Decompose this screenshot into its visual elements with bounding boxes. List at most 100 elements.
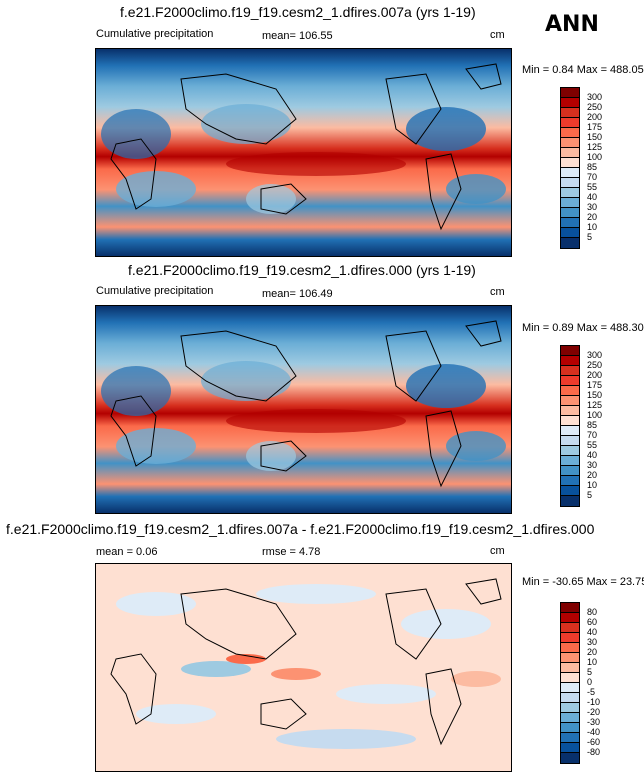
panel3-colorbar-swatch bbox=[561, 743, 579, 753]
panel1-colorbar-tick-label: 30 bbox=[587, 201, 598, 212]
panel2-variable-label: Cumulative precipitation bbox=[96, 285, 214, 297]
panel3-colorbar-swatch bbox=[561, 643, 579, 653]
panel3-colorbar-swatch bbox=[561, 603, 579, 613]
panel3-colorbar-swatch bbox=[561, 723, 579, 733]
panel1-colorbar-tick-label: 125 bbox=[587, 141, 603, 152]
panel1-colorbar-swatch bbox=[561, 188, 579, 198]
panel1-colorbar-swatch bbox=[561, 138, 579, 148]
panel2-colorbar-swatch bbox=[561, 386, 579, 396]
panel1-variable-label: Cumulative precipitation bbox=[96, 28, 214, 40]
panel2-colorbar-tick-label: 55 bbox=[587, 439, 598, 450]
panel3-colorbar-tick-label: -10 bbox=[587, 696, 601, 707]
panel1-colorbar-swatch bbox=[561, 208, 579, 218]
panel1-map-field bbox=[96, 49, 511, 256]
panel2-colorbar-swatch bbox=[561, 436, 579, 446]
panel2-colorbar-tick-label: 125 bbox=[587, 399, 603, 410]
panel3-colorbar-labels: 80 60 40 30 20 10 5 0 -5 -10 -20 -30 -40 -60 -80 bbox=[587, 602, 617, 762]
panel3-colorbar-tick-label: 60 bbox=[587, 616, 598, 627]
panel3-colorbar-tick-label: 20 bbox=[587, 646, 598, 657]
panel1-colorbar-tick-label: 150 bbox=[587, 131, 603, 142]
panel2-colorbar-swatch bbox=[561, 456, 579, 466]
panel2-colorbar-swatch bbox=[561, 396, 579, 406]
panel2-colorbar-swatch bbox=[561, 416, 579, 426]
panel2-colorbar-swatch bbox=[561, 486, 579, 496]
panel3-colorbar-tick-label: -60 bbox=[587, 736, 601, 747]
panel3-colorbar-swatch bbox=[561, 663, 579, 673]
panel2-colorbar-swatch bbox=[561, 446, 579, 456]
panel3-colorbar-tick-label: 30 bbox=[587, 636, 598, 647]
panel2-minmax-label: Min = 0.89 Max = 488.30 bbox=[522, 322, 644, 334]
panel2-colorbar-tick-label: 70 bbox=[587, 429, 598, 440]
panel3-colorbar-swatch bbox=[561, 673, 579, 683]
panel1-colorbar-swatch bbox=[561, 168, 579, 178]
panel1-colorbar-tick-label: 300 bbox=[587, 91, 603, 102]
panel3-colorbar-swatch bbox=[561, 683, 579, 693]
panel1-colorbar-swatch bbox=[561, 218, 579, 228]
panel1-colorbar bbox=[560, 87, 580, 249]
panel3-map bbox=[95, 563, 512, 772]
panel2-colorbar-swatch bbox=[561, 496, 579, 506]
panel1-colorbar-tick-label: 250 bbox=[587, 101, 603, 112]
panel2-colorbar-swatch bbox=[561, 356, 579, 366]
panel2-colorbar-tick-label: 250 bbox=[587, 359, 603, 370]
panel3-colorbar bbox=[560, 602, 580, 764]
panel2-map bbox=[95, 305, 512, 514]
panel1-colorbar-tick-label: 200 bbox=[587, 111, 603, 122]
panel2-colorbar-swatch bbox=[561, 346, 579, 356]
panel1-colorbar-swatch bbox=[561, 98, 579, 108]
panel2-colorbar-tick-label: 30 bbox=[587, 459, 598, 470]
panel2-colorbar-tick-label: 10 bbox=[587, 479, 598, 490]
panel1-colorbar-swatch bbox=[561, 118, 579, 128]
panel1-colorbar-swatch bbox=[561, 228, 579, 238]
panel1-colorbar-tick-label: 70 bbox=[587, 171, 598, 182]
panel3-colorbar-swatch bbox=[561, 713, 579, 723]
panel1-mean-label: mean= 106.55 bbox=[262, 30, 333, 42]
panel1-colorbar-swatch bbox=[561, 108, 579, 118]
panel3-colorbar-tick-label: 10 bbox=[587, 656, 598, 667]
panel3-units-label: cm bbox=[490, 545, 505, 557]
panel2-colorbar-swatch bbox=[561, 406, 579, 416]
panel3-colorbar-tick-label: -80 bbox=[587, 746, 601, 757]
panel1-colorbar-tick-label: 100 bbox=[587, 151, 603, 162]
panel1-colorbar-tick-label: 40 bbox=[587, 191, 598, 202]
panel3-colorbar-swatch bbox=[561, 633, 579, 643]
panel3-colorbar-swatch bbox=[561, 703, 579, 713]
panel1-title: f.e21.F2000climo.f19_f19.cesm2_1.dfires.… bbox=[120, 4, 476, 20]
panel3-mean-label: mean = 0.06 bbox=[96, 546, 158, 558]
panel3-colorbar-swatch bbox=[561, 733, 579, 743]
panel3-minmax-label: Min = -30.65 Max = 23.75 bbox=[522, 576, 644, 588]
panel1-colorbar-swatch bbox=[561, 128, 579, 138]
panel2-colorbar bbox=[560, 345, 580, 507]
panel2-colorbar-tick-label: 150 bbox=[587, 389, 603, 400]
season-label: ANN bbox=[545, 12, 599, 37]
panel1-units-label: cm bbox=[490, 29, 505, 41]
panel1-colorbar-tick-label: 10 bbox=[587, 221, 598, 232]
panel2-colorbar-swatch bbox=[561, 366, 579, 376]
panel1-minmax-label: Min = 0.84 Max = 488.05 bbox=[522, 64, 644, 76]
panel2-colorbar-swatch bbox=[561, 476, 579, 486]
panel1-colorbar-tick-label: 55 bbox=[587, 181, 598, 192]
panel2-colorbar-tick-label: 85 bbox=[587, 419, 598, 430]
panel1-colorbar-swatch bbox=[561, 178, 579, 188]
panel2-title: f.e21.F2000climo.f19_f19.cesm2_1.dfires.… bbox=[128, 262, 476, 278]
panel2-colorbar-tick-label: 100 bbox=[587, 409, 603, 420]
panel1-colorbar-tick-label: 85 bbox=[587, 161, 598, 172]
panel2-colorbar-tick-label: 20 bbox=[587, 469, 598, 480]
panel2-colorbar-tick-label: 40 bbox=[587, 449, 598, 460]
panel3-colorbar-swatch bbox=[561, 653, 579, 663]
panel3-colorbar-tick-label: -20 bbox=[587, 706, 601, 717]
panel2-mean-label: mean= 106.49 bbox=[262, 288, 333, 300]
panel3-title: f.e21.F2000climo.f19_f19.cesm2_1.dfires.… bbox=[6, 521, 595, 537]
panel1-colorbar-swatch bbox=[561, 158, 579, 168]
panel2-colorbar-tick-label: 175 bbox=[587, 379, 603, 390]
panel2-units-label: cm bbox=[490, 286, 505, 298]
panel3-colorbar-swatch bbox=[561, 693, 579, 703]
panel3-colorbar-tick-label: -5 bbox=[587, 686, 596, 697]
panel1-map bbox=[95, 48, 512, 257]
panel1-colorbar-labels: 300 250 200 175 150 125 100 85 70 55 40 30 20 10 5 bbox=[587, 87, 617, 247]
panel3-colorbar-swatch bbox=[561, 623, 579, 633]
panel2-colorbar-tick-label: 200 bbox=[587, 369, 603, 380]
panel3-colorbar-tick-label: 5 bbox=[587, 666, 593, 677]
panel1-colorbar-tick-label: 5 bbox=[587, 231, 593, 242]
panel3-colorbar-tick-label: 80 bbox=[587, 606, 598, 617]
